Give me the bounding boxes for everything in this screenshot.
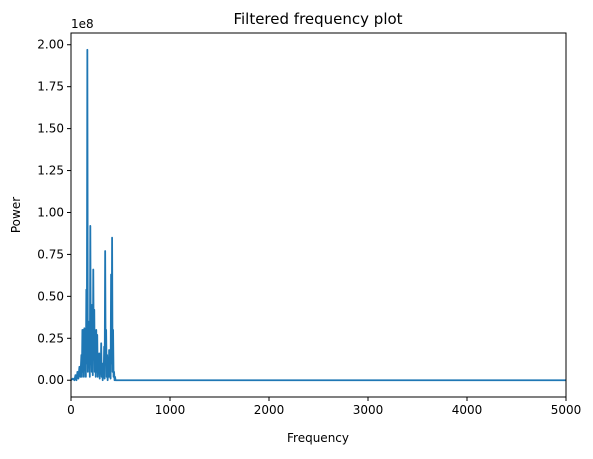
y-tick-label-1: 0.25 bbox=[37, 331, 64, 345]
x-tick-label-5: 5000 bbox=[551, 403, 582, 417]
plot-frame bbox=[70, 32, 567, 398]
y-tick-label-8: 2.00 bbox=[37, 38, 64, 52]
x-tick-label-1: 1000 bbox=[155, 403, 186, 417]
x-tick-label-2: 2000 bbox=[254, 403, 285, 417]
y-tick-label-4: 1.00 bbox=[37, 205, 64, 219]
x-tick-label-3: 3000 bbox=[353, 403, 384, 417]
y-tick-label-3: 0.75 bbox=[37, 247, 64, 261]
plot-content bbox=[70, 48, 566, 382]
chart-title: Filtered frequency plot bbox=[233, 10, 402, 28]
y-axis-multiplier-label: 1e8 bbox=[71, 17, 94, 31]
y-axis-ticks: 0.00 0.25 0.50 0.75 1.00 1.25 1.50 1.75 2.00 bbox=[37, 38, 71, 387]
y-tick-label-5: 1.25 bbox=[37, 164, 64, 178]
y-tick-label-0: 0.00 bbox=[37, 373, 64, 387]
y-tick-label-2: 0.50 bbox=[37, 289, 64, 303]
x-axis-label: Frequency bbox=[287, 431, 349, 445]
x-tick-label-0: 0 bbox=[67, 403, 75, 417]
y-axis-label: Power bbox=[9, 197, 23, 233]
x-tick-label-4: 4000 bbox=[452, 403, 483, 417]
y-tick-label-7: 1.75 bbox=[37, 80, 64, 94]
y-tick-label-6: 1.50 bbox=[37, 122, 64, 136]
series-line-1 bbox=[70, 48, 566, 382]
x-axis-ticks: 0 1000 2000 3000 4000 5000 bbox=[67, 397, 581, 417]
